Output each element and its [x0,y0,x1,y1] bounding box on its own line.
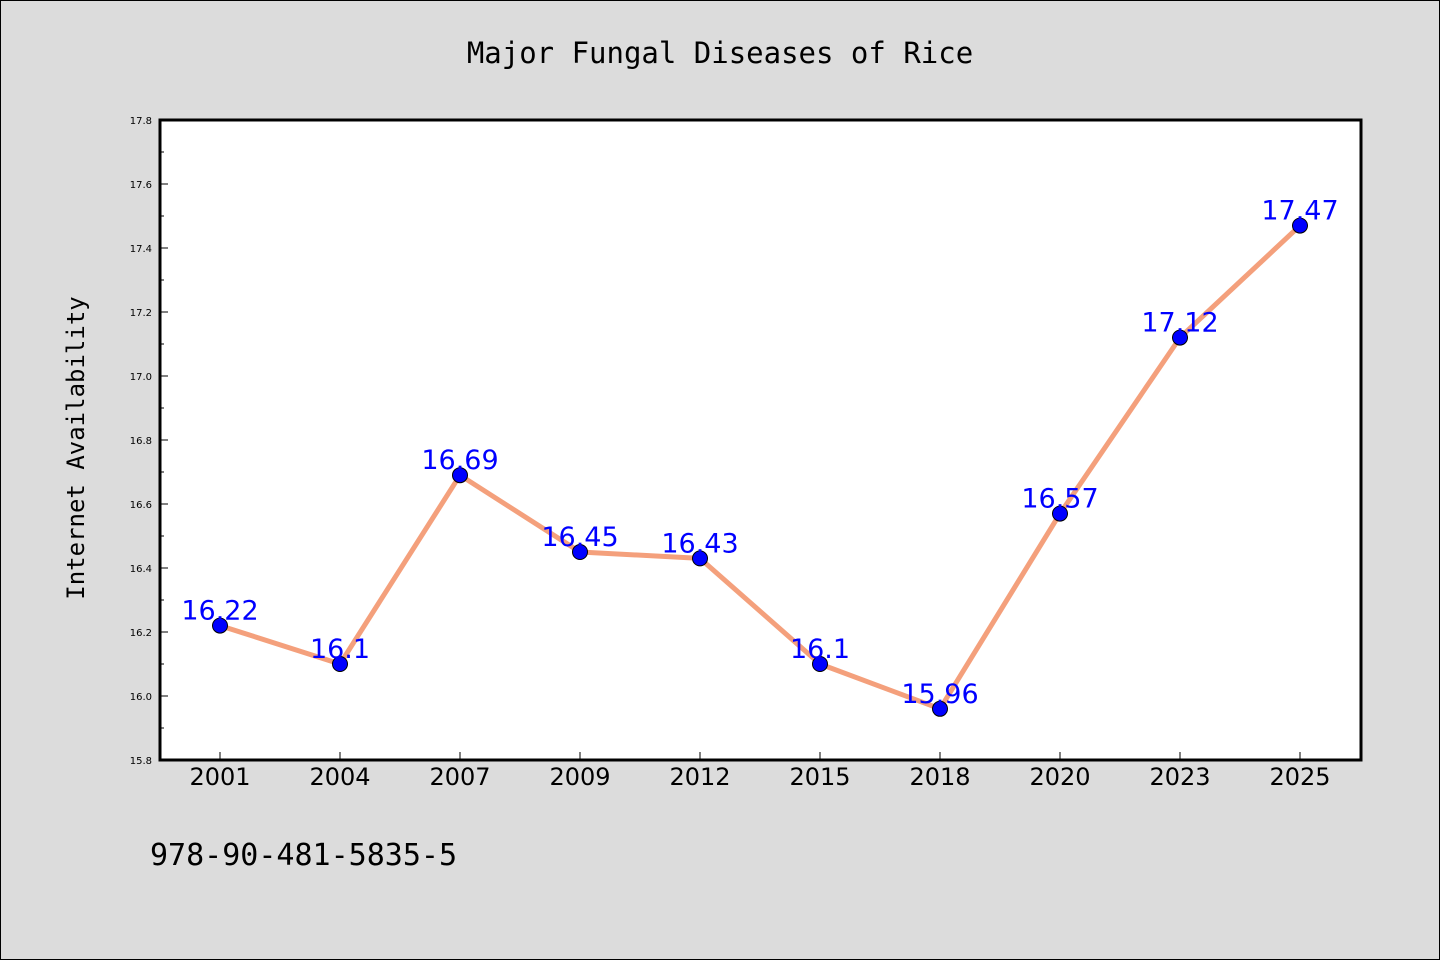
data-point-marker [452,467,468,484]
data-point-marker [932,700,948,717]
y-axis: 15.8 16.0 16.2 16.4 16.6 16.8 17.0 17.2 17.4 17.6… [130,116,168,767]
x-tick-label: 2015 [789,763,850,791]
x-tick-label: 2004 [309,763,370,791]
data-point-marker [572,544,588,560]
data-label: 16.1 [790,634,850,665]
y-tick-label: 17.0 [130,372,152,383]
data-label: 16.43 [661,528,738,559]
plot-area [158,118,1363,762]
x-tick-label: 2012 [669,763,730,791]
x-tick-label: 2018 [909,763,970,791]
y-tick-label: 17.6 [130,180,152,191]
y-tick-label: 15.8 [130,756,152,767]
data-point-marker [812,656,828,672]
series-line [219,223,1302,712]
y-tick-label: 17.8 [130,116,152,127]
data-label: 17.12 [1141,308,1218,339]
data-point-marker [1172,329,1188,346]
y-tick-label: 16.2 [130,628,152,639]
data-label: 17.47 [1261,196,1338,227]
data-point-marker [1052,505,1068,522]
data-label: 15.96 [901,679,978,710]
x-tick-label: 2001 [189,763,250,791]
data-label: 16.1 [310,634,370,665]
x-axis: 2001 2004 2007 2009 2012 2015 2018 2020 2023 2025 [189,752,1331,791]
data-point-marker [692,550,708,567]
data-point-marker [1292,217,1308,234]
y-tick-label: 17.2 [130,308,152,319]
data-label: 16.45 [541,522,618,553]
x-tick-label: 2025 [1269,763,1330,791]
data-label: 16.69 [421,445,498,476]
y-axis-label: Internet Availability [62,296,90,599]
y-tick-label: 16.0 [130,692,152,703]
x-tick-label: 2023 [1149,763,1210,791]
x-tick-label: 2007 [429,763,490,791]
chart-title: Major Fungal Diseases of Rice [467,36,973,70]
y-tick-label: 16.4 [130,564,152,575]
y-tick-label: 16.8 [130,436,152,447]
x-tick-label: 2009 [549,763,610,791]
isbn-text: 978-90-481-5835-5 [150,838,457,873]
x-tick-label: 2020 [1029,763,1090,791]
data-point-marker [332,656,348,672]
y-tick-label: 17.4 [130,244,152,255]
data-label: 16.22 [181,596,258,627]
data-point-marker [212,617,228,634]
data-label: 16.57 [1021,484,1098,515]
series-line-group: 16.22 16.1 16.69 16.45 16.43 16.1 15.96 16.57 17… [181,196,1339,717]
y-tick-label: 16.6 [130,500,152,511]
